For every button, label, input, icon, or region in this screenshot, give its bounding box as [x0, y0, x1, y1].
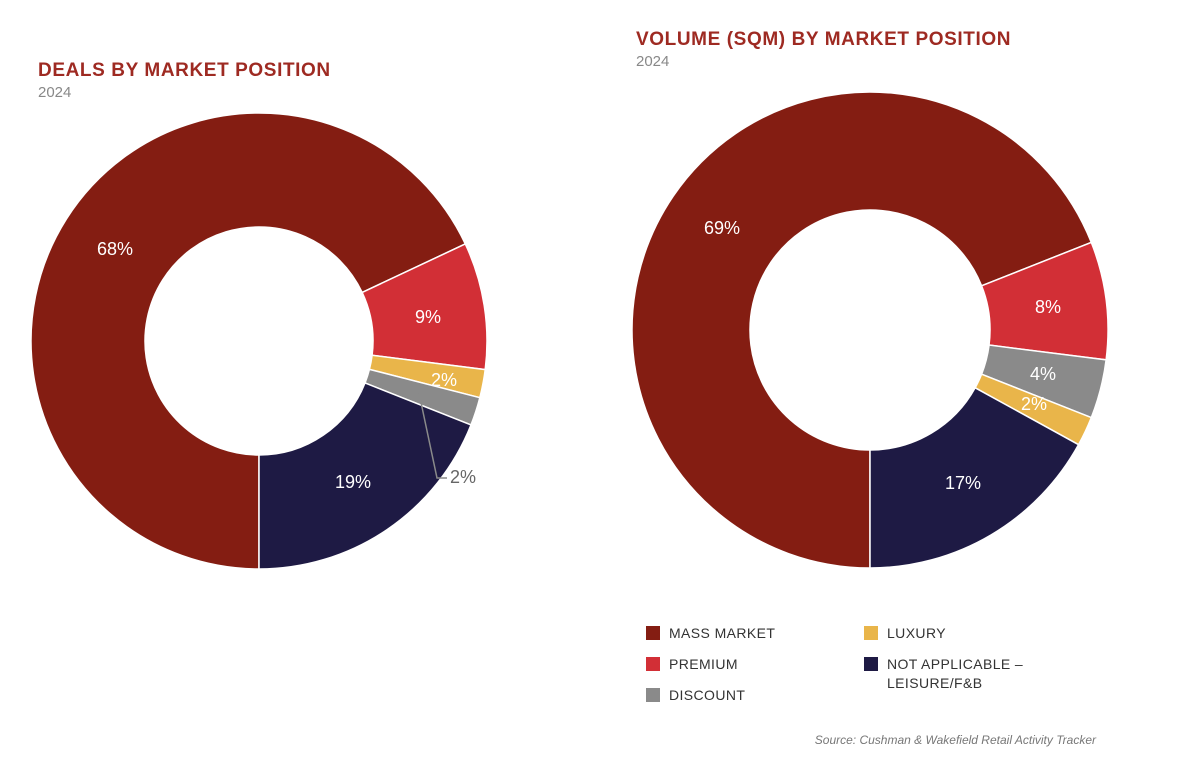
data-label: 19%	[335, 472, 371, 492]
legend-label: LUXURY	[887, 625, 946, 641]
data-label: 2%	[450, 467, 476, 487]
data-label: 8%	[1035, 297, 1061, 317]
legend-label: MASS MARKET	[669, 625, 776, 641]
legend-item-not-applicable: NOT APPLICABLE – LEISURE/F&B	[864, 656, 1024, 693]
data-label: 2%	[1021, 394, 1047, 414]
data-label: 4%	[1030, 364, 1056, 384]
slice-not-applicable-leisure-f-b	[258, 381, 472, 570]
volume-chart-subtitle: 2024	[636, 53, 670, 70]
deals-chart-subtitle: 2024	[38, 84, 72, 101]
legend-swatch	[864, 626, 878, 640]
slice-mass-market	[30, 112, 467, 570]
data-label: 68%	[97, 239, 133, 259]
legend-item-premium: PREMIUM	[646, 656, 738, 674]
legend-swatch	[646, 688, 660, 702]
slice-not-applicable-leisure-f-b	[869, 386, 1080, 569]
slice-mass-market	[631, 91, 1093, 569]
deals-chart-title: DEALS BY MARKET POSITION	[38, 60, 331, 81]
legend-label: PREMIUM	[669, 656, 738, 672]
legend-label: DISCOUNT	[669, 687, 746, 703]
legend-swatch	[646, 657, 660, 671]
volume-chart-title: VOLUME (SQM) BY MARKET POSITION	[636, 29, 1012, 50]
data-label: 69%	[704, 218, 740, 238]
legend-swatch	[646, 626, 660, 640]
source-note: Source: Cushman & Wakefield Retail Activ…	[814, 733, 1096, 747]
legend-swatch	[864, 657, 878, 671]
legend-item-mass-market: MASS MARKET	[646, 625, 776, 643]
data-label: 2%	[431, 370, 457, 390]
legend-item-discount: DISCOUNT	[646, 687, 746, 705]
data-label: 9%	[415, 307, 441, 327]
legend-label: NOT APPLICABLE – LEISURE/F&B	[887, 656, 1024, 691]
legend-item-luxury: LUXURY	[864, 625, 946, 643]
legend: MASS MARKET PREMIUM DISCOUNT LUXURY NOT …	[646, 620, 1066, 710]
callout-line	[418, 392, 447, 479]
data-label: 17%	[945, 473, 981, 493]
